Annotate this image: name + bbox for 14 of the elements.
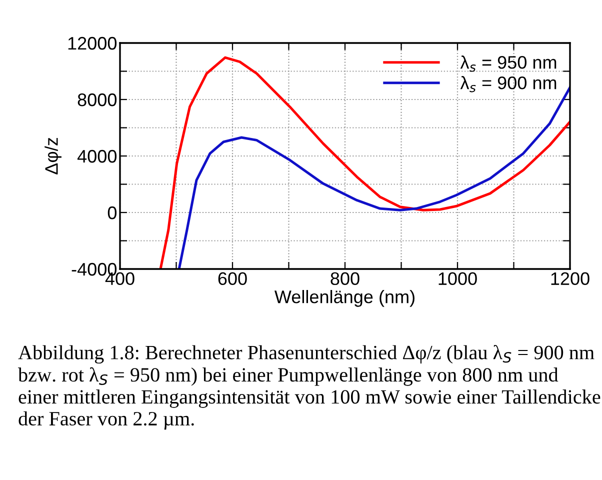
y-tick-label: 12000 bbox=[68, 36, 117, 50]
legend-label: λ$_{s}$ = 900 nm bbox=[460, 76, 556, 92]
x-tick-label: 1000 bbox=[438, 272, 477, 286]
x-axis-title: Wellenlänge (nm) bbox=[274, 290, 414, 307]
legend-label: λ$_{s}$ = 950 nm bbox=[460, 56, 556, 72]
y-tick-label: 0 bbox=[108, 206, 117, 220]
y-axis-title: Δφ/z bbox=[44, 138, 62, 174]
line-series bbox=[159, 56, 570, 269]
y-tick-label: 8000 bbox=[78, 93, 117, 106]
text: Abbildung 1.8: Berechneter Phasenunterschied Δφ/z (blau λ$_{S}$ = 900 nm bzw. rot λ$_{S}$ = 950 nm) bei einer Pumpwellenlänge von 800 nm und einer mittleren Eingangsintensität von 100 mW sowie einer Taillendicke der Faser von 2.2 µm. bbox=[18, 345, 600, 430]
y-tick-label: 4000 bbox=[77, 150, 117, 163]
x-tick-label: 600 bbox=[218, 272, 247, 286]
x-tick-label: 800 bbox=[330, 272, 360, 286]
x-tick-label: 1200 bbox=[551, 272, 590, 286]
